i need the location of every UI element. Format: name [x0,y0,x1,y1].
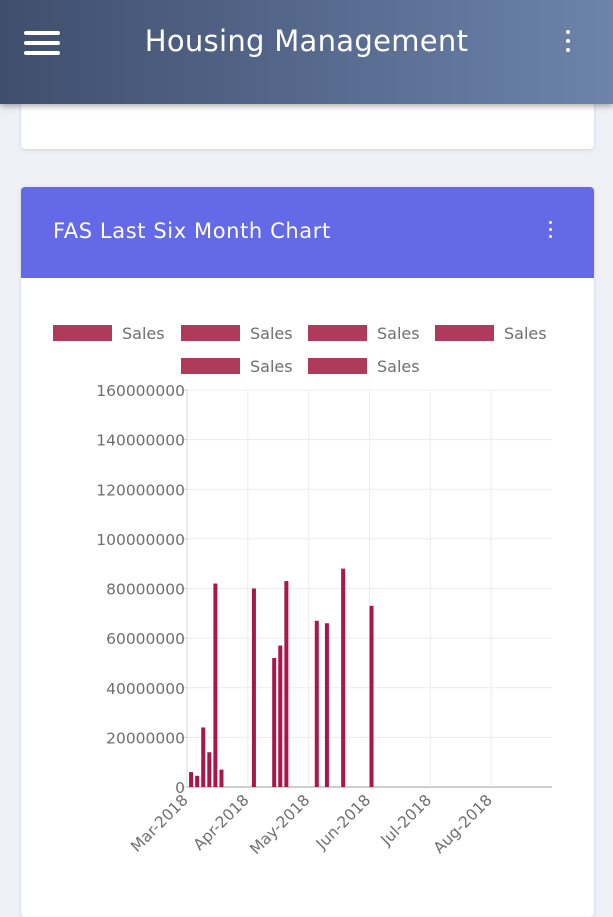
legend-swatch [181,325,240,341]
x-tick-label: Jun-2018 [312,791,374,853]
more-vertical-icon[interactable] [563,28,573,56]
sales-bar [272,657,277,787]
app-title: Housing Management [144,24,469,58]
sales-bar [251,588,256,787]
legend-label: Sales [377,357,420,376]
card-header: FAS Last Six Month Chart [21,187,594,278]
sales-bar [278,645,283,787]
y-tick-label: 20000000 [106,729,185,747]
sales-bar [195,775,200,787]
hamburger-menu-icon[interactable] [22,28,62,58]
card-more-vertical-icon[interactable] [546,221,556,241]
x-tick-label: Aug-2018 [430,791,496,857]
sales-bar [314,620,319,787]
legend-label: Sales [504,324,547,343]
legend-label: Sales [250,357,293,376]
legend-swatch [308,358,367,374]
sales-bar-chart: Sales Sales Sales Sales Sales Sales 0 20000000 4… [53,324,552,858]
y-tick-label: 140000000 [96,432,185,450]
y-tick-label: 120000000 [96,481,185,499]
y-tick-label: 160000000 [96,382,185,400]
card-title: FAS Last Six Month Chart [53,219,331,243]
chart-card: FAS Last Six Month Chart Sales Sales Sales… [21,187,594,917]
y-tick-label: 100000000 [96,531,185,549]
x-tick-label: Jul-2018 [377,791,436,850]
legend-swatch [181,358,240,374]
sales-bar [201,727,206,787]
sales-bar [213,583,218,787]
x-tick-label: Mar-2018 [127,791,192,856]
legend-label: Sales [122,324,165,343]
y-tick-label: 60000000 [106,630,185,648]
sales-bar [324,623,329,787]
sales-bar [341,568,346,787]
legend-swatch [53,325,112,341]
x-tick-label: May-2018 [246,791,313,858]
sales-bar [189,772,194,787]
y-tick-label: 40000000 [106,680,185,698]
legend-label: Sales [377,324,420,343]
legend-swatch [308,325,367,341]
sales-bar [369,605,374,787]
sales-bar [219,769,224,787]
y-tick-label: 0 [175,779,185,797]
app-bar: Housing Management [0,0,613,104]
legend-label: Sales [250,324,293,343]
previous-card [21,96,594,149]
legend-swatch [435,325,494,341]
sales-bar [284,581,289,787]
x-tick-label: Apr-2018 [190,791,253,854]
y-tick-label: 80000000 [106,581,185,599]
sales-bar [207,752,212,787]
